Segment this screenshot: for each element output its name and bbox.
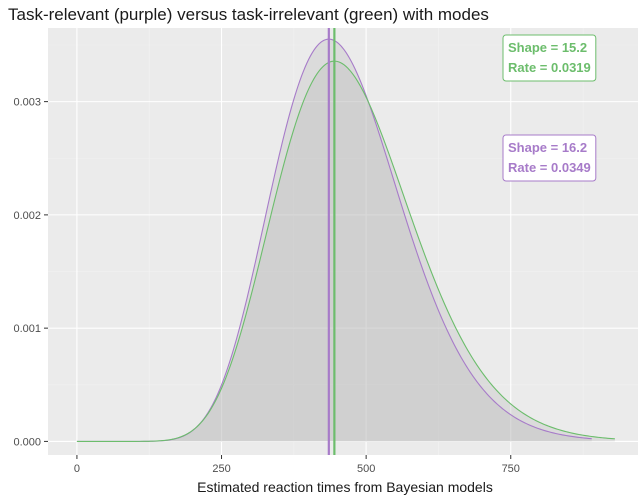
x-axis-label: Estimated reaction times from Bayesian m…	[197, 479, 493, 495]
panel-background	[48, 28, 638, 455]
plot-panel	[48, 28, 638, 455]
annotation-box-1: Shape = 16.2 Rate = 0.0349	[502, 134, 597, 182]
x-tick-label: 750	[502, 463, 520, 475]
density-area-1	[76, 61, 615, 442]
density-curve-1	[76, 60, 615, 442]
mode-lines	[327, 28, 336, 455]
x-tick-label: 500	[357, 463, 375, 475]
y-tick-label: 0.002	[13, 210, 41, 222]
annotation-text: Shape = 15.2	[508, 40, 587, 55]
x-tick-label: 250	[212, 463, 230, 475]
x-tick-label: 0	[74, 463, 80, 475]
annotation-border	[502, 34, 597, 82]
y-tick-label: 0.001	[13, 323, 41, 335]
annotation-box-0: Shape = 15.2 Rate = 0.0319	[502, 34, 597, 82]
axes: 0 250 500 750 0.000 0.001 0.002 0.003	[13, 97, 519, 475]
chart-title: Task-relevant (purple) versus task-irrel…	[8, 5, 489, 24]
annotation-text: Rate = 0.0319	[508, 60, 591, 75]
annotation-text: Shape = 16.2	[508, 140, 587, 155]
y-tick-label: 0.003	[13, 97, 41, 109]
annotation-text: Rate = 0.0349	[508, 160, 591, 175]
annotation-border	[502, 134, 597, 182]
y-tick-label: 0.000	[13, 436, 41, 448]
annotations: Shape = 15.2 Rate = 0.0319 Shape = 16.2 Rat…	[502, 34, 597, 182]
